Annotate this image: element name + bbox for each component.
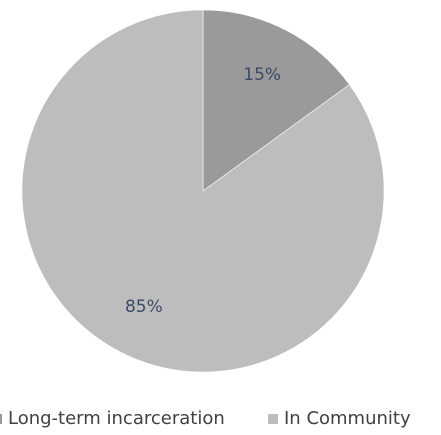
legend-swatch-in-community (268, 413, 278, 424)
legend-item-long-term-incarceration: Long-term incarceration (0, 408, 225, 429)
legend-label-in-community: In Community (284, 408, 411, 429)
legend: Long-term incarceration In Community (0, 408, 441, 432)
pie-slice-in-community (21, 9, 385, 373)
data-label-long-term-incarceration: 15% (243, 65, 281, 85)
pie-slice-long-term-incarceration (202, 9, 350, 192)
pie-slices (21, 9, 385, 373)
pie-labels: 15% 85% (125, 65, 281, 317)
legend-swatch-long-term-incarceration (0, 413, 2, 424)
legend-label-long-term-incarceration: Long-term incarceration (8, 408, 225, 429)
legend-item-in-community: In Community (268, 408, 411, 429)
data-label-in-community: 85% (125, 297, 163, 317)
